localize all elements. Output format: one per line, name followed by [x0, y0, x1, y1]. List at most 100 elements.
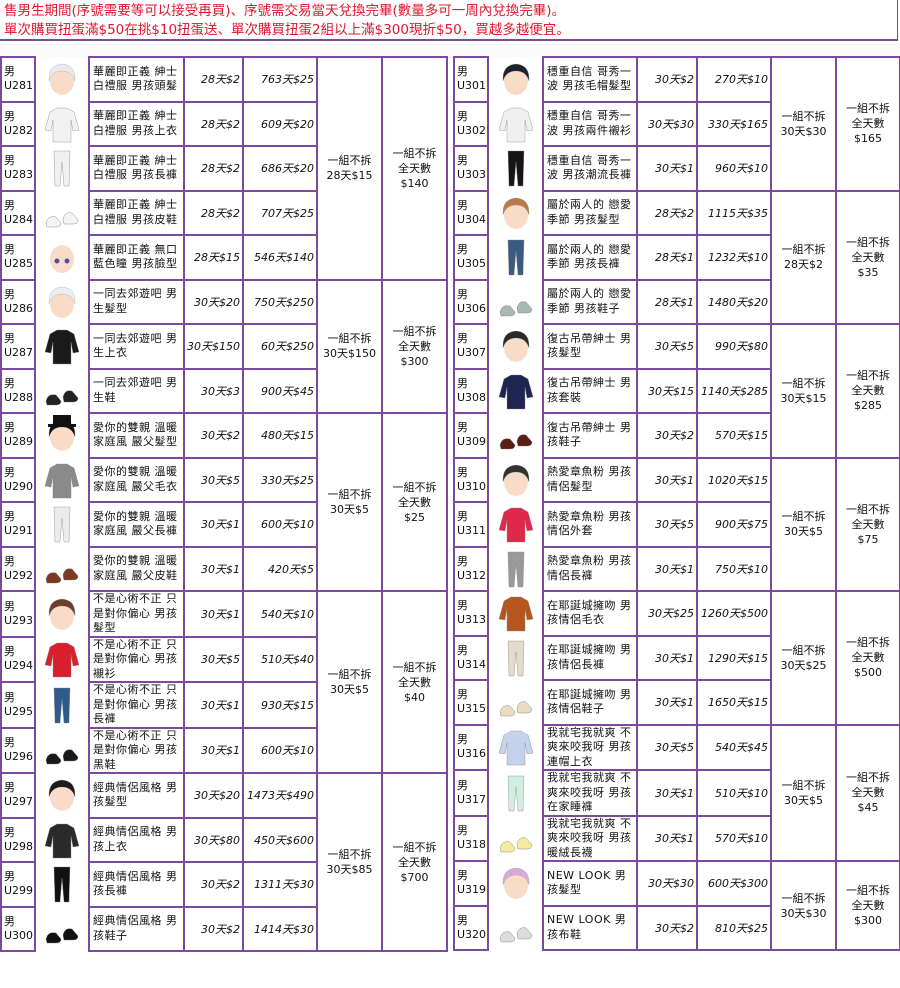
- full-price-line: 一組不拆: [392, 324, 437, 338]
- item-thumbnail: [487, 368, 544, 413]
- item-gender: 男: [457, 554, 468, 568]
- pants-icon: [37, 685, 87, 725]
- item-thumbnail: [34, 862, 90, 907]
- full-price-line: 一組不拆: [846, 771, 890, 785]
- item-name: 愛你的雙親 溫暖家庭風 嚴父毛衣: [88, 456, 185, 503]
- set-price-line: 30天$5: [784, 793, 823, 807]
- shoes-icon: [490, 682, 541, 722]
- table-row: 男 U293 不是心術不正 只是對你偏心 男孩髮型 30天$1 540天$10 一組不拆 3…: [0, 590, 448, 774]
- price-full-days: 810天$25: [696, 904, 772, 951]
- item-gender: 男: [457, 824, 468, 838]
- table-row: 男 U319 NEW LOOK 男孩髮型 30天$30 600天$300 一組不拆 30天$…: [453, 860, 900, 951]
- item-code: U319: [457, 883, 487, 897]
- item-code: U310: [457, 479, 487, 493]
- hair-icon: [490, 460, 541, 500]
- shoes-icon: [490, 282, 541, 322]
- item-code-cell: 男 U308: [453, 367, 489, 414]
- item-name: 穩重自信 哥秀一波 男孩潮流長褲: [542, 145, 638, 192]
- item-name: 愛你的雙親 溫暖家庭風 嚴父髮型: [88, 412, 185, 459]
- item-thumbnail: [34, 636, 90, 682]
- item-code: U284: [4, 212, 34, 226]
- price-full-days: 609天$20: [242, 100, 318, 147]
- item-code: U292: [4, 568, 34, 582]
- full-price-line: $165: [854, 132, 882, 146]
- item-name: 經典情侶風格 男孩鞋子: [88, 905, 185, 952]
- suit-icon: [490, 371, 541, 411]
- item-gender: 男: [4, 154, 15, 168]
- item-gender: 男: [457, 65, 468, 79]
- set-price-line: 30天$5: [330, 503, 369, 516]
- table-row: 男 U313 在耶誕城擁吻 男孩情侶毛衣 30天$25 1260天$500 一組不拆 30天…: [453, 590, 900, 726]
- item-code-cell: 男 U289: [0, 412, 36, 459]
- item-code: U308: [457, 390, 487, 404]
- jacket-icon: [490, 504, 541, 544]
- item-thumbnail: [34, 906, 90, 951]
- item-name: 一同去郊遊吧 男生鞋: [88, 367, 185, 414]
- price-full-days: 1020天$15: [696, 456, 772, 503]
- item-thumbnail: [34, 413, 90, 458]
- item-name: 在耶誕城擁吻 男孩情侶毛衣: [542, 590, 638, 637]
- item-name: 不是心術不正 只是對你偏心 男孩襯衫: [88, 635, 185, 683]
- price-full-days: 450天$600: [242, 816, 318, 863]
- item-thumbnail: [487, 635, 544, 680]
- full-price-line: $300: [400, 354, 429, 368]
- item-thumbnail: [487, 235, 544, 280]
- hair-icon: [37, 59, 87, 99]
- full-price-line: 全天數: [851, 517, 885, 531]
- item-thumbnail: [487, 680, 544, 725]
- item-code-cell: 男 U291: [0, 501, 36, 548]
- table-row: 男 U316 我就宅我就爽 不爽來咬我呀 男孩連帽上衣 30天$5 540天$45 一組不…: [453, 723, 900, 862]
- price-30-days: 30天$15: [636, 367, 698, 414]
- price-full-days: 1480天$20: [696, 278, 772, 325]
- set-full-price-cell: 一組不拆 全天數 $75: [835, 456, 900, 592]
- item-code-cell: 男 U315: [453, 679, 489, 726]
- full-price-line: $25: [404, 510, 425, 524]
- top-icon: [37, 820, 87, 860]
- table-row: 男 U300 經典情侶風格 男孩鞋子 30天$2 1414天$30: [0, 905, 447, 952]
- price-full-days: 330天$25: [242, 456, 318, 503]
- price-full-days: 750天$10: [696, 545, 772, 592]
- item-code: U307: [457, 346, 487, 360]
- item-thumbnail: [34, 682, 90, 728]
- item-name: 屬於兩人的 戀愛季節 男孩鞋子: [542, 278, 638, 325]
- full-price-line: 一組不拆: [846, 636, 890, 650]
- set-full-price-cell: 一組不拆 全天數 $300: [381, 278, 448, 414]
- pants-icon: [490, 148, 541, 188]
- set-full-price-cell: 一組不拆 全天數 $140: [381, 56, 448, 281]
- price-30-days: 30天$5: [636, 723, 698, 771]
- item-thumbnail: [34, 368, 90, 413]
- table-row: 男 U283 華麗即正義 紳士白禮服 男孩長褲 28天$2 686天$20: [0, 145, 447, 192]
- price-full-days: 960天$10: [696, 145, 772, 192]
- item-code: U296: [4, 750, 34, 764]
- table-row: 男 U289 愛你的雙親 溫暖家庭風 嚴父髮型 30天$2 480天$15 一組不拆 30天…: [0, 412, 448, 592]
- price-30-days: 30天$5: [183, 456, 244, 503]
- price-30-days: 30天$1: [183, 545, 244, 592]
- price-full-days: 930天$15: [242, 681, 318, 729]
- table-row: 男 U287 一同去郊遊吧 男生上衣 30天$150 60天$250: [0, 323, 447, 370]
- set-price-cell: 一組不拆 30天$15: [770, 323, 837, 459]
- price-full-days: 1290天$15: [696, 634, 772, 681]
- item-code: U302: [457, 123, 487, 137]
- item-code-cell: 男 U299: [0, 861, 36, 908]
- price-full-days: 1260天$500: [696, 590, 772, 637]
- item-thumbnail: [34, 546, 90, 591]
- price-30-days: 30天$1: [183, 681, 244, 729]
- item-name: 不是心術不正 只是對你偏心 男孩黑鞋: [88, 726, 185, 774]
- set-price-line: 一組不拆: [781, 778, 826, 792]
- table-row: 男 U309 復古吊帶紳士 男孩鞋子 30天$2 570天$15: [453, 412, 900, 459]
- item-name: 華麗即正義 紳士白禮服 男孩皮鞋: [88, 189, 185, 236]
- price-full-days: 707天$25: [242, 189, 318, 236]
- item-code-cell: 男 U282: [0, 100, 36, 147]
- price-30-days: 28天$1: [636, 234, 698, 281]
- set-price-cell: 一組不拆 30天$150: [316, 278, 383, 414]
- item-name: 華麗即正義 紳士白禮服 男孩長褲: [88, 145, 185, 192]
- price-30-days: 30天$2: [183, 861, 244, 908]
- full-price-line: 一組不拆: [846, 502, 890, 516]
- shoes-icon: [490, 415, 541, 455]
- set-price-cell: 一組不拆 30天$30: [770, 56, 837, 192]
- top-icon: [37, 104, 87, 144]
- price-full-days: 1473天$490: [242, 772, 318, 819]
- price-full-days: 750天$250: [242, 278, 318, 325]
- set-price-line: 一組不拆: [781, 891, 826, 905]
- price-30-days: 30天$20: [183, 278, 244, 325]
